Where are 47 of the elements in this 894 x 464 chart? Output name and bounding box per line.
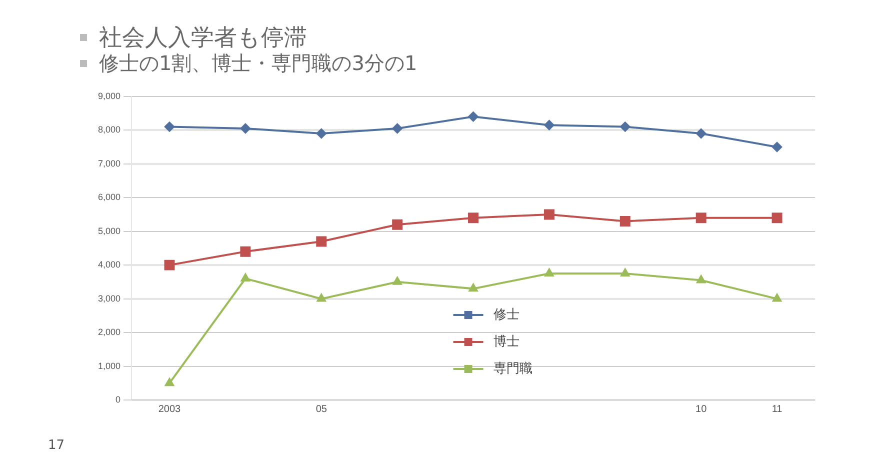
y-tick-label: 9,000 xyxy=(98,90,121,101)
point xyxy=(468,112,478,122)
y-tick-label: 2,000 xyxy=(98,327,121,338)
point xyxy=(696,275,706,284)
y-tick-label: 7,000 xyxy=(98,158,121,168)
point xyxy=(164,260,175,270)
point xyxy=(544,268,554,276)
point xyxy=(316,294,326,302)
point xyxy=(620,268,630,276)
point xyxy=(468,212,479,224)
point xyxy=(772,294,782,302)
text: 17 xyxy=(48,438,65,453)
point xyxy=(544,120,554,130)
y-tick-label: 4,000 xyxy=(98,260,121,270)
y-tick-label: 3,000 xyxy=(98,293,121,304)
point xyxy=(240,246,251,257)
point xyxy=(544,209,554,220)
point xyxy=(620,216,630,226)
legend-label: 修士 xyxy=(493,307,520,322)
point xyxy=(392,123,402,134)
point xyxy=(772,142,782,152)
y-tick-label: 1,000 xyxy=(98,360,121,371)
point xyxy=(164,122,174,132)
point xyxy=(165,378,174,386)
point xyxy=(696,128,706,139)
legend-label: 博士 xyxy=(493,334,520,350)
point xyxy=(392,219,403,230)
y-tick-label: 6,000 xyxy=(98,192,121,202)
chart-title: 社会人入学者も停滞 xyxy=(99,24,307,53)
x-tick-label: 10 xyxy=(696,404,708,415)
x-tick-label: 05 xyxy=(316,404,328,415)
point xyxy=(468,284,478,292)
chart-subtitle: 修士の1割、博士・専門職の3分の1 xyxy=(99,50,418,77)
y-tick-label: 0 xyxy=(116,394,121,404)
legend-label: 専門職 xyxy=(493,361,532,376)
point xyxy=(240,274,250,282)
point xyxy=(316,128,326,139)
point xyxy=(316,236,327,247)
point xyxy=(240,123,250,134)
point xyxy=(620,122,630,132)
point xyxy=(772,212,782,224)
y-tick-label: 8,000 xyxy=(98,124,121,135)
point xyxy=(392,276,402,285)
x-tick-label: 2003 xyxy=(158,404,182,415)
point xyxy=(696,212,706,224)
x-tick-label: 11 xyxy=(772,404,783,415)
y-tick-label: 5,000 xyxy=(98,226,121,236)
